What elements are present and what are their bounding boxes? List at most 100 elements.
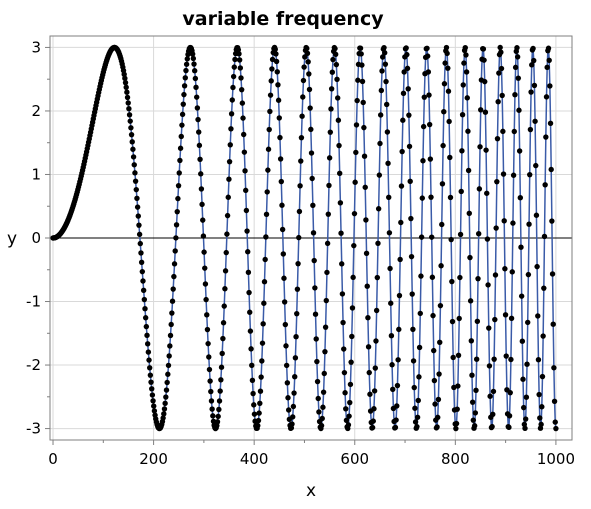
x-tick-label: 0 bbox=[48, 450, 58, 468]
data-point bbox=[334, 76, 340, 82]
data-point bbox=[540, 333, 546, 339]
data-point bbox=[386, 230, 393, 236]
data-point bbox=[220, 335, 226, 342]
data-point bbox=[550, 321, 556, 327]
data-point bbox=[543, 94, 550, 100]
data-point bbox=[387, 265, 393, 272]
data-point bbox=[134, 204, 141, 210]
data-point bbox=[441, 81, 448, 87]
data-point bbox=[169, 298, 176, 304]
data-point bbox=[277, 134, 283, 141]
data-point bbox=[256, 410, 262, 416]
chart-title: variable frequency bbox=[182, 8, 384, 30]
data-point bbox=[279, 202, 285, 208]
data-point bbox=[480, 46, 487, 52]
data-point bbox=[329, 69, 336, 75]
data-point bbox=[195, 116, 201, 123]
data-point bbox=[258, 374, 264, 380]
data-point bbox=[467, 298, 474, 304]
data-point bbox=[312, 311, 319, 317]
data-point bbox=[126, 106, 132, 112]
y-tick-label: -2 bbox=[26, 356, 41, 374]
data-point bbox=[514, 54, 521, 60]
data-point bbox=[454, 406, 460, 412]
data-point bbox=[277, 156, 284, 162]
data-point bbox=[438, 263, 444, 269]
data-point bbox=[367, 391, 373, 397]
data-point bbox=[543, 134, 549, 140]
data-point bbox=[322, 348, 328, 355]
data-point bbox=[449, 278, 455, 285]
data-point bbox=[140, 287, 147, 294]
x-axis: 0 200 400 600 800 1000 bbox=[48, 440, 575, 468]
data-point bbox=[490, 388, 497, 395]
data-point bbox=[464, 95, 470, 101]
data-point bbox=[385, 160, 391, 167]
data-point bbox=[360, 99, 366, 106]
data-point bbox=[545, 45, 552, 51]
data-point bbox=[221, 303, 227, 309]
data-point bbox=[142, 306, 148, 312]
data-point bbox=[528, 89, 534, 95]
data-point bbox=[415, 397, 421, 404]
data-point bbox=[408, 253, 415, 260]
data-point bbox=[218, 364, 225, 370]
data-point bbox=[457, 231, 464, 238]
data-point bbox=[230, 73, 237, 80]
data-point bbox=[493, 225, 499, 231]
data-point bbox=[136, 231, 143, 238]
data-point bbox=[219, 350, 225, 357]
data-point bbox=[132, 170, 138, 176]
data-point bbox=[371, 406, 377, 412]
data-point bbox=[539, 404, 545, 410]
data-point bbox=[228, 126, 234, 132]
data-point bbox=[481, 57, 487, 63]
data-point bbox=[181, 83, 188, 89]
data-point bbox=[403, 45, 409, 51]
data-point bbox=[358, 51, 364, 57]
data-point bbox=[176, 170, 182, 176]
data-point bbox=[518, 244, 524, 250]
data-point bbox=[472, 410, 479, 416]
data-point bbox=[396, 326, 402, 333]
data-point bbox=[196, 129, 202, 135]
data-point bbox=[182, 75, 188, 81]
data-point bbox=[431, 347, 437, 354]
data-point bbox=[468, 338, 475, 344]
data-point bbox=[196, 142, 203, 149]
data-point bbox=[294, 310, 300, 317]
data-point bbox=[138, 250, 144, 256]
data-point bbox=[163, 387, 170, 393]
data-point bbox=[378, 87, 385, 94]
data-point bbox=[446, 118, 452, 125]
data-point bbox=[549, 271, 556, 277]
series-layer bbox=[50, 44, 559, 432]
data-point bbox=[273, 51, 279, 57]
data-point bbox=[297, 183, 303, 189]
data-point bbox=[394, 403, 400, 409]
data-point bbox=[355, 77, 361, 83]
data-point bbox=[486, 325, 492, 331]
data-point bbox=[348, 359, 354, 365]
data-point bbox=[469, 399, 476, 405]
data-point bbox=[503, 353, 509, 359]
data-point bbox=[474, 318, 481, 325]
data-point bbox=[197, 156, 203, 163]
data-point bbox=[259, 358, 265, 364]
data-point bbox=[461, 60, 467, 66]
data-point bbox=[191, 68, 198, 74]
data-point bbox=[204, 312, 210, 318]
data-point bbox=[510, 220, 516, 226]
data-point bbox=[193, 84, 199, 91]
data-point bbox=[469, 372, 475, 378]
data-point bbox=[202, 281, 209, 287]
data-point bbox=[373, 338, 379, 344]
data-point bbox=[132, 178, 139, 184]
data-point bbox=[414, 414, 421, 420]
data-point bbox=[336, 142, 342, 149]
data-point bbox=[500, 171, 507, 177]
data-point bbox=[525, 271, 532, 278]
data-point bbox=[140, 278, 146, 284]
data-point bbox=[377, 140, 383, 147]
data-point bbox=[482, 109, 489, 115]
